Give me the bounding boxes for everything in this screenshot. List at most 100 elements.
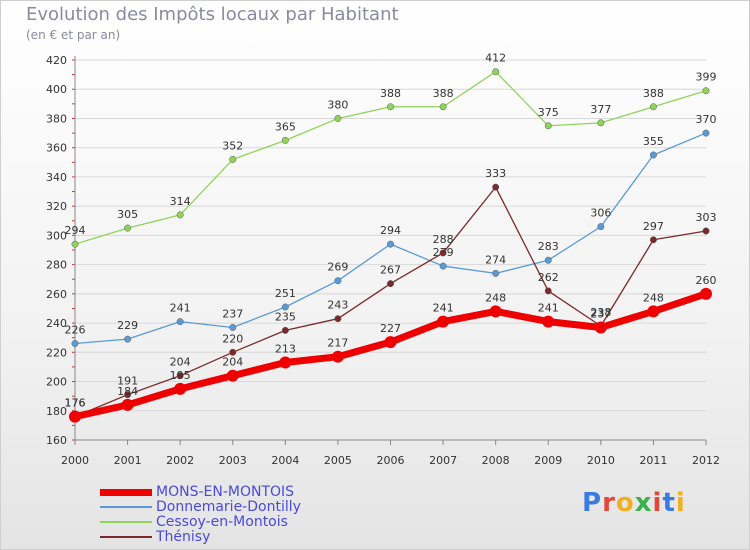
- data-label: 191: [117, 375, 138, 388]
- y-tick-label: 340: [46, 171, 67, 184]
- data-label: 399: [696, 71, 717, 84]
- data-point: [439, 249, 447, 257]
- data-point: [649, 151, 657, 159]
- data-label: 243: [327, 299, 348, 312]
- data-label: 195: [170, 369, 191, 382]
- data-point: [544, 287, 552, 295]
- data-point: [544, 122, 552, 130]
- data-label: 237: [222, 307, 243, 320]
- y-tick-label: 240: [46, 317, 67, 330]
- legend-swatch: [100, 506, 152, 508]
- data-label: 176: [65, 397, 86, 410]
- data-label: 267: [380, 264, 401, 277]
- legend-label: Thénisy: [156, 529, 211, 545]
- data-label: 370: [696, 113, 717, 126]
- data-label: 269: [327, 261, 348, 274]
- data-point: [489, 305, 502, 318]
- data-point: [124, 224, 132, 232]
- data-label: 380: [327, 98, 348, 111]
- data-point: [229, 324, 237, 331]
- data-label: 241: [170, 302, 191, 315]
- data-label: 204: [170, 356, 191, 369]
- data-label: 412: [485, 52, 506, 65]
- y-tick-label: 220: [46, 346, 67, 359]
- legend-label: Cessoy-en-Montois: [156, 514, 288, 530]
- data-label: 238: [590, 306, 611, 319]
- x-tick-label: 2008: [482, 454, 510, 467]
- legend-label: Donnemarie-Dontilly: [156, 499, 301, 515]
- legend-swatch: [100, 536, 152, 538]
- data-point: [71, 240, 79, 248]
- y-tick-label: 280: [46, 259, 67, 272]
- data-label: 333: [485, 167, 506, 180]
- data-point: [281, 136, 289, 144]
- x-tick-label: 2005: [324, 454, 352, 467]
- data-label: 204: [222, 356, 243, 369]
- data-label: 375: [538, 106, 559, 119]
- x-tick-label: 2009: [534, 454, 562, 467]
- legend-label: MONS-EN-MONTOIS: [156, 484, 295, 500]
- data-point: [649, 236, 657, 244]
- data-point: [439, 103, 447, 111]
- data-point: [176, 318, 184, 326]
- x-tick-label: 2004: [271, 454, 299, 467]
- x-tick-label: 2000: [61, 454, 89, 467]
- logo-letter: i: [652, 488, 663, 518]
- data-label: 241: [538, 302, 559, 315]
- x-tick-label: 2002: [166, 454, 194, 467]
- logo-letter: x: [634, 488, 653, 518]
- data-label: 248: [485, 291, 506, 304]
- data-point: [439, 262, 447, 270]
- data-point: [702, 227, 710, 235]
- data-label: 388: [643, 87, 664, 100]
- x-tick-label: 2001: [114, 454, 142, 467]
- logo-letter: i: [675, 488, 686, 518]
- data-label: 235: [275, 310, 296, 323]
- y-tick-label: 260: [46, 288, 67, 301]
- data-label: 226: [65, 324, 86, 337]
- data-label: 355: [643, 135, 664, 148]
- data-point: [492, 68, 500, 76]
- data-label: 176: [65, 397, 86, 410]
- y-tick-label: 380: [46, 112, 67, 125]
- data-label: 274: [485, 253, 506, 266]
- y-tick-label: 400: [46, 83, 67, 96]
- legend-swatch: [100, 521, 152, 523]
- data-point: [229, 348, 237, 356]
- data-point: [69, 410, 81, 423]
- data-point: [334, 315, 342, 323]
- data-point: [174, 382, 187, 395]
- data-point: [492, 269, 500, 277]
- data-point: [384, 336, 397, 349]
- data-label: 314: [170, 195, 191, 208]
- y-tick-label: 300: [46, 229, 67, 242]
- logo-letter: t: [662, 488, 676, 518]
- data-point: [647, 305, 660, 318]
- chart-subtitle: (en € et par an): [26, 28, 121, 42]
- data-point: [437, 315, 450, 328]
- data-point: [594, 321, 607, 334]
- data-point: [121, 398, 134, 411]
- data-point: [702, 129, 710, 137]
- logo-letter: o: [615, 488, 635, 518]
- x-tick-label: 2011: [639, 454, 667, 467]
- logo-letter: r: [602, 488, 616, 518]
- y-tick-label: 420: [46, 54, 67, 67]
- data-point: [226, 369, 239, 382]
- y-tick-label: 160: [46, 434, 67, 447]
- data-label: 388: [433, 87, 454, 100]
- data-label: 288: [433, 233, 454, 246]
- data-point: [281, 303, 289, 311]
- data-label: 303: [696, 211, 717, 224]
- data-label: 294: [65, 224, 86, 237]
- data-point: [279, 356, 292, 369]
- data-point: [702, 87, 710, 95]
- data-label: 217: [327, 337, 348, 350]
- data-point: [124, 391, 132, 399]
- data-point: [176, 211, 184, 219]
- data-point: [334, 115, 342, 122]
- data-point: [597, 119, 605, 127]
- data-point: [700, 287, 712, 300]
